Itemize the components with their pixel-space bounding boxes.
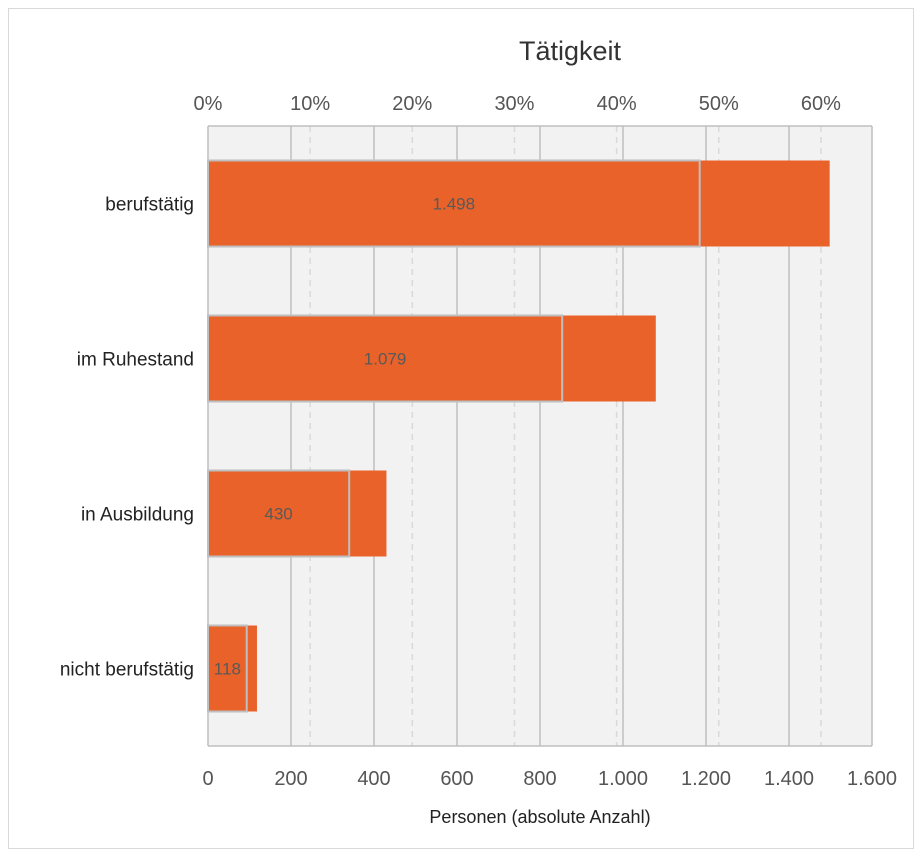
- data-label-3: 118: [214, 660, 241, 679]
- top-tick-label-5: 50%: [699, 93, 739, 115]
- bottom-tick-label-4: 800: [523, 768, 556, 790]
- axes: [207, 125, 872, 747]
- top-tick-label-0: 0%: [194, 93, 223, 115]
- bar-percent-0: [207, 159, 701, 248]
- chart-frame: Tätigkeit 0% 10% 20% 30% 40% 50% 60% 0 200 400 60…: [8, 8, 914, 849]
- data-label-0: 1.498: [433, 195, 476, 214]
- category-label-0: berufstätig: [105, 195, 194, 216]
- bar-percent-1: [207, 314, 564, 403]
- category-label-3: nicht berufstätig: [60, 660, 194, 681]
- bar-percent-2: [207, 469, 351, 558]
- category-label-2: in Ausbildung: [81, 505, 194, 526]
- top-tick-label-1: 10%: [290, 93, 330, 115]
- bottom-tick-label-0: 0: [202, 768, 213, 790]
- bottom-tick-label-3: 600: [440, 768, 473, 790]
- top-tick-label-3: 30%: [494, 93, 534, 115]
- secondary-axis-ticks: 0% 10% 20% 30% 40% 50% 60%: [194, 93, 842, 115]
- data-label-2: 430: [264, 505, 292, 524]
- bottom-tick-label-5: 1.000: [598, 768, 648, 790]
- top-tick-label-4: 40%: [597, 93, 637, 115]
- bars: [207, 159, 830, 713]
- category-label-1: im Ruhestand: [77, 350, 194, 371]
- top-tick-label-6: 60%: [801, 93, 841, 115]
- bottom-tick-label-2: 400: [357, 768, 390, 790]
- primary-axis-ticks: 0 200 400 600 800 1.000 1.200 1.400 1.600: [202, 768, 897, 790]
- bar-chart: Tätigkeit 0% 10% 20% 30% 40% 50% 60% 0 200 400 60…: [60, 36, 897, 827]
- bottom-tick-label-1: 200: [274, 768, 307, 790]
- bottom-tick-label-8: 1.600: [847, 768, 897, 790]
- bottom-tick-label-6: 1.200: [681, 768, 731, 790]
- data-labels: 1.498 1.079 430 118: [214, 195, 475, 679]
- bottom-tick-label-7: 1.400: [764, 768, 814, 790]
- x-axis-title: Personen (absolute Anzahl): [429, 807, 650, 827]
- chart-title: Tätigkeit: [519, 36, 622, 66]
- data-label-1: 1.079: [364, 350, 407, 369]
- top-tick-label-2: 20%: [392, 93, 432, 115]
- category-labels: berufstätig im Ruhestand in Ausbildung nich…: [60, 195, 194, 681]
